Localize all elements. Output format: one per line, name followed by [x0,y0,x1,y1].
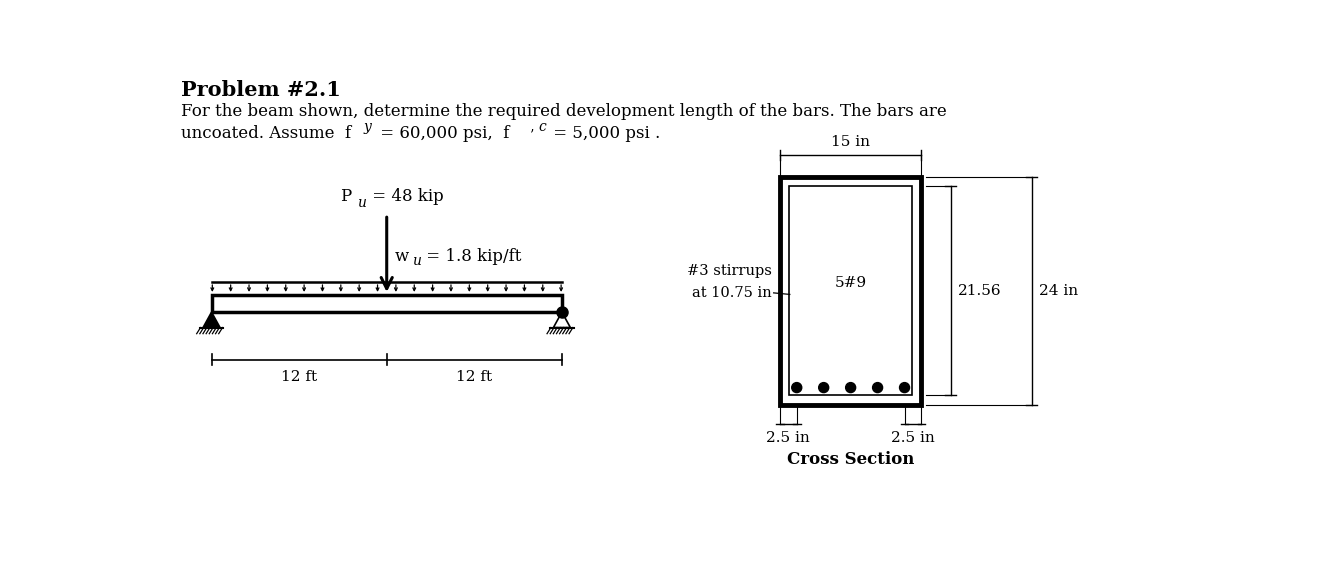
Polygon shape [203,312,220,328]
Text: P: P [341,188,352,205]
Text: 15 in: 15 in [831,135,871,149]
Circle shape [873,383,882,392]
Circle shape [819,383,828,392]
Text: = 1.8 kip/ft: = 1.8 kip/ft [422,248,522,265]
Text: 12 ft: 12 ft [456,370,492,384]
Circle shape [900,383,909,392]
Text: = 60,000 psi,  f: = 60,000 psi, f [374,125,510,142]
Text: 2.5 in: 2.5 in [892,431,936,446]
Text: = 48 kip: = 48 kip [368,188,445,205]
Text: y: y [364,120,372,134]
Bar [780,176,921,404]
Text: c: c [539,120,547,134]
Text: #3 stirrups: #3 stirrups [687,264,772,278]
Bar [790,186,912,395]
Circle shape [792,383,802,392]
Text: 12 ft: 12 ft [281,370,317,384]
Text: at 10.75 in: at 10.75 in [693,286,772,300]
Circle shape [845,383,856,392]
Text: uncoated. Assume  f: uncoated. Assume f [180,125,350,142]
Text: Cross Section: Cross Section [787,451,914,468]
Text: Problem #2.1: Problem #2.1 [180,79,341,100]
Text: = 5,000 psi .: = 5,000 psi . [548,125,661,142]
Text: 21.56: 21.56 [958,284,1002,298]
Text: u: u [357,196,366,210]
Text: For the beam shown, determine the required development length of the bars. The b: For the beam shown, determine the requir… [180,103,946,120]
Text: 2.5 in: 2.5 in [767,431,811,446]
Text: u: u [413,253,421,268]
Text: w: w [394,248,409,265]
Text: ’: ’ [529,128,533,142]
Bar [211,295,561,312]
Text: 24 in: 24 in [1039,284,1078,298]
Text: 5#9: 5#9 [835,276,867,290]
